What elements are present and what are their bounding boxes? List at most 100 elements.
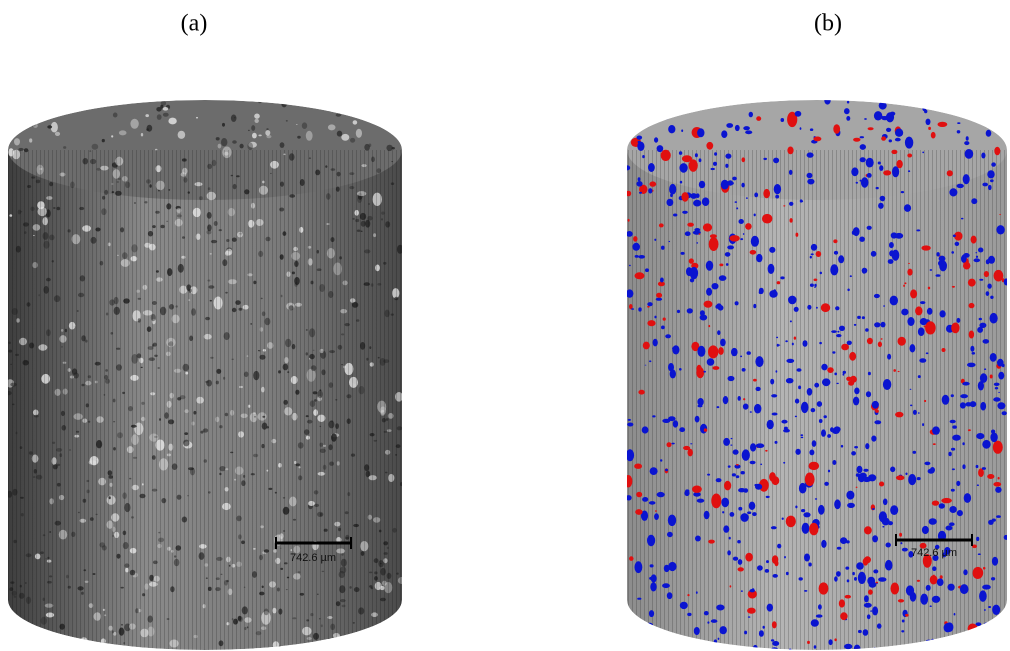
speckle <box>807 152 814 157</box>
speckle <box>882 526 884 528</box>
speckle <box>721 130 727 138</box>
speckle <box>645 365 647 366</box>
speckle <box>938 122 948 127</box>
speckle <box>732 473 736 476</box>
speckle <box>878 203 884 209</box>
speckle <box>976 465 979 468</box>
speckle <box>790 320 792 322</box>
speckle <box>977 484 979 486</box>
speckle <box>690 443 692 444</box>
speckle <box>895 138 901 142</box>
speckle <box>369 144 372 147</box>
speckle <box>14 138 20 145</box>
speckle <box>872 508 875 510</box>
speckle <box>926 352 929 354</box>
speckle <box>836 383 839 384</box>
speckle <box>984 368 986 370</box>
speckle <box>776 337 778 339</box>
speckle <box>811 619 819 626</box>
speckle <box>998 392 1000 393</box>
speckle <box>258 97 263 103</box>
speckle <box>728 376 735 381</box>
speckle <box>637 136 643 140</box>
speckle <box>671 106 679 111</box>
speckle <box>940 310 946 317</box>
speckle <box>679 151 682 155</box>
speckle <box>864 595 869 602</box>
speckle <box>837 331 839 333</box>
speckle <box>930 269 933 271</box>
speckle <box>993 397 1000 401</box>
speckle <box>683 643 688 648</box>
speckle <box>886 543 891 548</box>
speckle <box>663 318 666 321</box>
speckle <box>876 187 879 189</box>
texture <box>8 150 402 650</box>
speckle <box>845 595 851 599</box>
speckle <box>841 344 849 351</box>
speckle <box>722 511 724 513</box>
speckle <box>940 575 943 579</box>
speckle <box>780 276 784 279</box>
speckle <box>874 294 880 298</box>
speckle <box>965 497 971 500</box>
speckle <box>689 258 694 263</box>
speckle <box>916 229 920 231</box>
speckle <box>952 468 955 470</box>
speckle <box>97 103 101 105</box>
speckle <box>667 532 673 537</box>
speckle <box>885 560 893 571</box>
speckle <box>847 289 849 292</box>
speckle <box>786 378 794 383</box>
speckle <box>866 158 874 168</box>
speckle <box>961 255 967 263</box>
speckle <box>951 489 955 492</box>
speckle <box>968 279 976 287</box>
speckle <box>993 482 1001 487</box>
speckle <box>754 484 759 486</box>
speckle <box>799 577 803 580</box>
speckle <box>874 420 881 424</box>
speckle <box>995 387 998 389</box>
speckle <box>957 184 964 188</box>
speckle <box>649 181 656 186</box>
speckle <box>927 308 933 315</box>
speckle <box>877 623 882 628</box>
speckle <box>890 505 898 515</box>
speckle <box>771 394 777 397</box>
speckle <box>723 396 729 404</box>
speckle <box>697 346 705 357</box>
speckle <box>706 288 712 296</box>
speckle <box>983 622 991 627</box>
speckle <box>731 348 738 356</box>
speckle <box>668 363 674 371</box>
speckle <box>353 120 358 124</box>
speckle <box>660 459 662 461</box>
speckle <box>392 147 395 149</box>
speckle <box>812 440 817 447</box>
speckle <box>844 108 850 114</box>
speckle <box>871 251 877 257</box>
speckle <box>669 184 676 195</box>
speckle <box>643 105 649 112</box>
speckle <box>984 271 989 277</box>
speckle <box>849 352 856 361</box>
speckle <box>749 502 756 510</box>
speckle <box>297 136 301 139</box>
speckle <box>872 401 879 409</box>
speckle <box>695 153 698 157</box>
speckle <box>835 306 839 310</box>
speckle <box>983 339 990 344</box>
speckle <box>988 185 992 190</box>
speckle <box>852 231 856 235</box>
speckle <box>809 523 818 536</box>
speckle <box>660 278 664 283</box>
speckle <box>1004 278 1009 285</box>
speckle <box>991 162 996 166</box>
speckle <box>753 379 757 382</box>
speckle <box>919 644 926 648</box>
speckle <box>890 467 895 473</box>
speckle <box>729 537 731 540</box>
speckle <box>933 443 936 445</box>
speckle <box>847 101 849 104</box>
